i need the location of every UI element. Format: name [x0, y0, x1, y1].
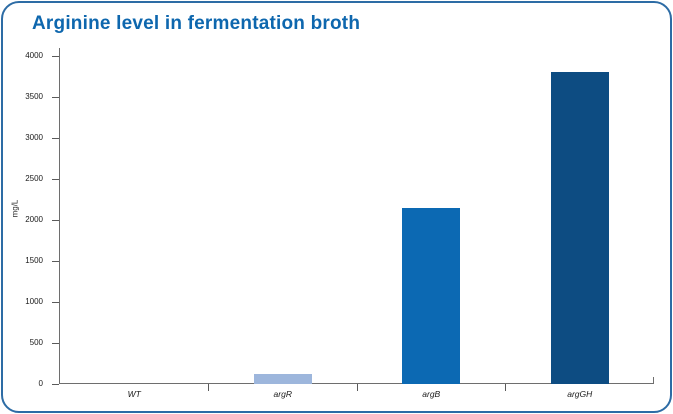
y-tick-label: 500	[29, 338, 43, 347]
y-tick-label: 1500	[25, 256, 43, 265]
y-tick-label: 2500	[25, 174, 43, 183]
chart-title: Arginine level in fermentation broth	[32, 13, 361, 34]
y-tick-label: 0	[38, 379, 43, 388]
y-tick-label: 4000	[25, 51, 43, 60]
x-category-label: argR	[273, 389, 292, 399]
y-tick-label: 1000	[25, 297, 43, 306]
y-tick-mark	[51, 383, 59, 385]
bar-argR	[253, 374, 312, 384]
y-tick-mark	[51, 178, 59, 180]
y-tick-mark	[51, 219, 59, 221]
x-category-label: argB	[422, 389, 441, 399]
y-tick-mark	[51, 260, 59, 262]
bar-argGH	[550, 72, 609, 384]
y-tick-mark	[51, 137, 59, 139]
y-tick-mark	[51, 301, 59, 303]
y-tick-label: 3500	[25, 92, 43, 101]
y-tick-mark	[51, 55, 59, 57]
y-tick-label: 2000	[25, 215, 43, 224]
y-tick-label: 3000	[25, 133, 43, 142]
x-category-label: argGH	[567, 389, 593, 399]
x-axis-line	[58, 382, 654, 384]
bar-chart-plot: mg/L 0 500 1000 1500 2000 2500 3000 3500 4000 WT a…	[3, 3, 670, 411]
y-tick-mark	[51, 342, 59, 344]
x-category-label: WT	[127, 389, 141, 399]
x-tick-mark	[356, 384, 358, 391]
bar-argB	[402, 207, 461, 384]
x-axis-end-tick	[652, 377, 654, 384]
y-axis-line	[58, 48, 60, 384]
x-tick-mark	[208, 384, 209, 391]
y-tick-mark	[51, 96, 59, 98]
x-tick-mark	[505, 384, 506, 391]
